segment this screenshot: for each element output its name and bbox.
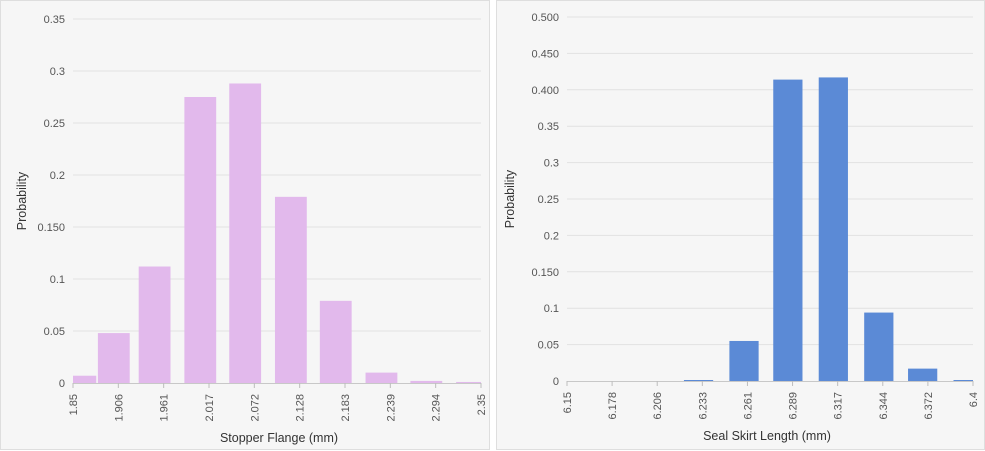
x-tick-label: 6.344 [878,392,890,420]
histogram-bar[interactable] [274,196,307,383]
y-tick-label: 0.450 [531,48,559,60]
x-axis-title: Stopper Flange (mm) [220,431,338,445]
y-tick-label: 0.25 [44,118,65,130]
y-tick-label: 0.05 [538,340,559,352]
histogram-stopper-flange: 0 0.05 0.1 0.150 0.2 0.25 0.3 0.35 1.85 1.906 1.9… [15,14,488,445]
x-tick-label: 6.206 [652,392,664,420]
x-tick-label: 6.372 [923,392,935,420]
x-tick-label: 2.35 [476,394,488,415]
y-tick-label: 0.1 [544,303,559,315]
y-tick-label: 0.1 [50,274,65,286]
x-tick-label: 2.072 [249,394,261,422]
y-tick-label: 0.35 [538,121,559,133]
histogram-bar[interactable] [908,368,938,381]
y-tick-label: 0.35 [44,14,65,26]
y-tick-label: 0 [553,376,559,388]
histogram-bar[interactable] [319,300,352,383]
histogram-bar[interactable] [818,77,848,381]
histogram-bar[interactable] [97,333,130,383]
y-tick-label: 0.2 [544,230,559,242]
y-tick-label: 0.150 [531,267,559,279]
x-tick-label: 2.183 [340,394,352,422]
histogram-bar[interactable] [410,380,443,383]
y-tick-label: 0.500 [531,12,559,24]
chart-panel-seal-skirt-length: 0 0.05 0.1 0.150 0.2 0.25 0.3 0.35 0.400 0.450 0.5… [496,0,985,450]
x-tick-label: 1.961 [159,394,171,422]
x-tick-label: 6.289 [788,392,800,420]
y-tick-label: 0.400 [531,85,559,97]
histogram-bar[interactable] [365,372,398,383]
histogram-bar[interactable] [953,380,973,381]
chart-panel-stopper-flange: 0 0.05 0.1 0.150 0.2 0.25 0.3 0.35 1.85 1.906 1.9… [0,0,490,450]
histogram-bar[interactable] [864,312,894,381]
x-tick-label: 1.85 [68,394,80,415]
histogram-bar[interactable] [184,97,217,383]
y-tick-label: 0.25 [538,194,559,206]
x-tick-label: 6.233 [697,392,709,420]
x-tick-label: 6.261 [742,392,754,420]
y-tick-label: 0.3 [50,66,65,78]
histogram-bar[interactable] [683,380,714,381]
histogram-bar[interactable] [729,340,759,381]
histogram-bar[interactable] [773,79,803,381]
y-axis-title: Probability [15,171,29,230]
histogram-bar[interactable] [138,266,171,383]
histogram-bar[interactable] [73,375,97,383]
y-tick-label: 0.05 [44,326,65,338]
y-tick-label: 0.3 [544,158,559,170]
x-tick-label: 6.178 [607,392,619,420]
y-tick-label: 0.150 [37,222,65,234]
x-tick-label: 6.15 [562,392,574,413]
x-tick-label: 2.017 [204,394,216,422]
x-tick-label: 2.128 [295,394,307,422]
x-axis-title: Seal Skirt Length (mm) [703,429,831,443]
histogram-seal-skirt-length: 0 0.05 0.1 0.150 0.2 0.25 0.3 0.35 0.400 0.450 0.5… [503,12,980,443]
y-axis-title: Probability [503,169,517,228]
y-tick-label: 0.2 [50,170,65,182]
histogram-bar[interactable] [456,381,481,383]
x-tick-label: 1.906 [113,394,125,422]
x-tick-label: 6.4 [968,392,980,407]
histogram-bar[interactable] [229,83,262,383]
y-tick-label: 0 [59,378,65,390]
x-tick-label: 2.294 [431,394,443,422]
x-tick-label: 2.239 [385,394,397,422]
x-tick-label: 6.317 [833,392,845,420]
